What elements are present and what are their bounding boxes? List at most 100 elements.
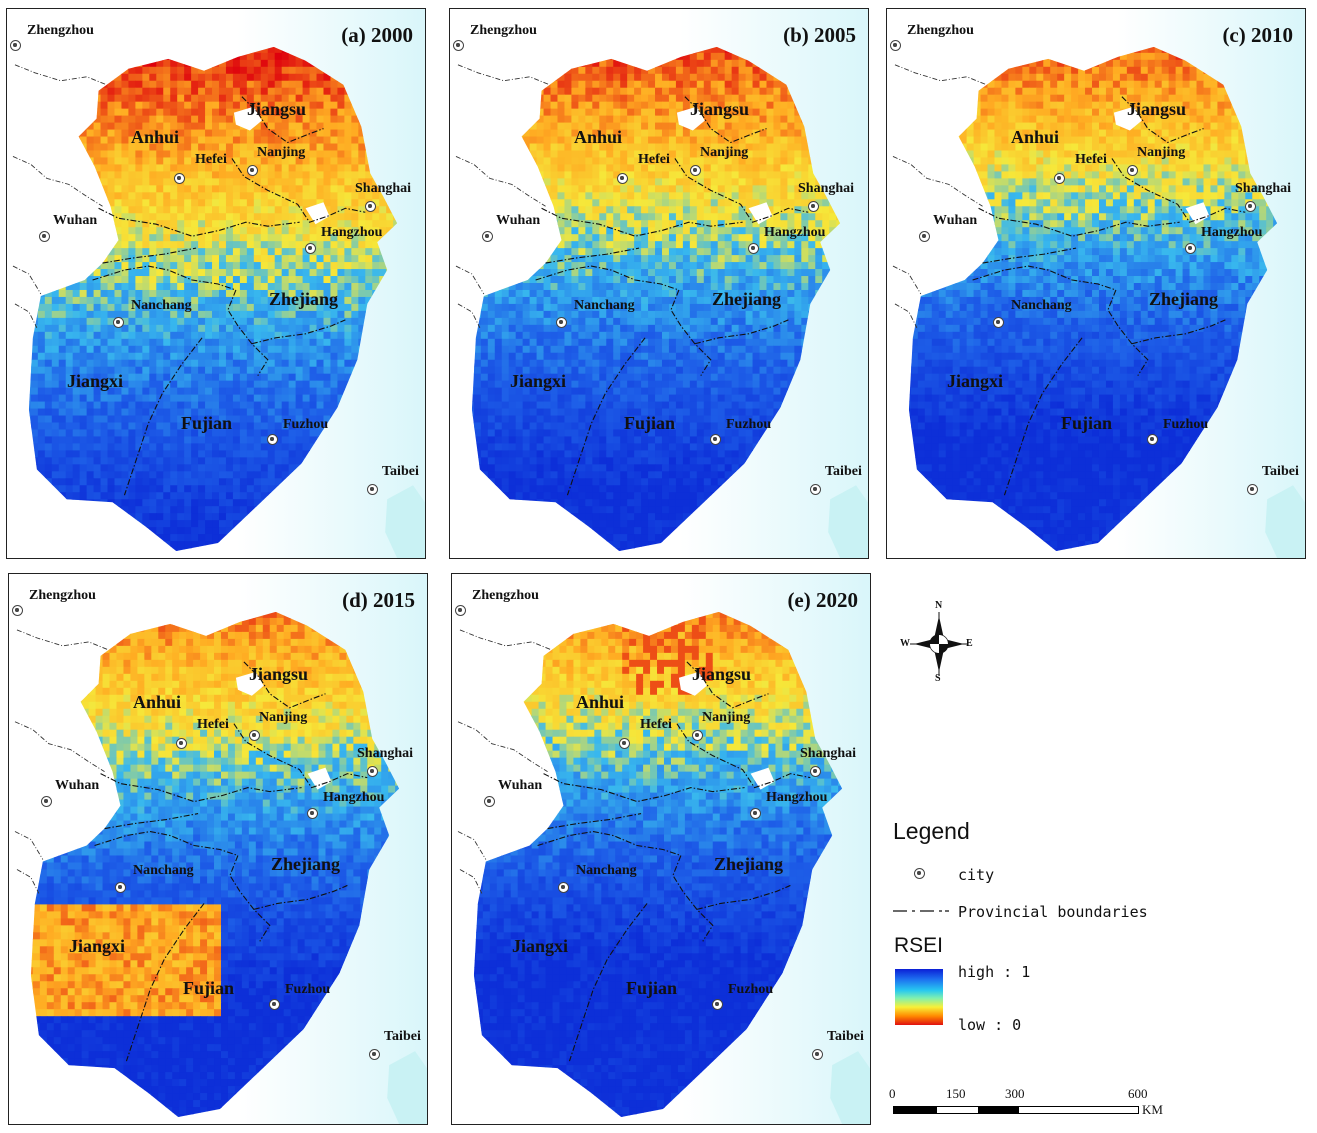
province-label-anhui: Anhui (1011, 127, 1059, 148)
city-marker-icon (267, 434, 278, 445)
scale-segment (978, 1107, 1019, 1113)
city-marker-icon (305, 243, 316, 254)
scale-bar (893, 1106, 1139, 1114)
city-label-hefei: Hefei (638, 152, 670, 168)
city-marker-icon (39, 231, 50, 242)
city-label-hefei: Hefei (640, 717, 672, 733)
rsei-map (7, 9, 425, 558)
scale-tick-150: 150 (946, 1086, 966, 1102)
province-label-fujian: Fujian (1061, 413, 1112, 434)
city-marker-icon (690, 165, 701, 176)
province-label-zhejiang: Zhejiang (271, 854, 340, 875)
city-label-shanghai: Shanghai (357, 746, 413, 762)
city-label-nanjing: Nanjing (1137, 145, 1185, 161)
city-marker-icon (307, 808, 318, 819)
city-label-shanghai: Shanghai (355, 181, 411, 197)
compass-west-label: W (900, 638, 910, 649)
city-label-wuhan: Wuhan (933, 213, 977, 229)
province-label-jiangxi: Jiangxi (69, 936, 125, 957)
scale-segment (894, 1107, 937, 1113)
city-marker-icon (249, 730, 260, 741)
city-label-hefei: Hefei (195, 152, 227, 168)
compass-north-label: N (935, 600, 942, 611)
panel-title: (c) 2010 (1222, 23, 1293, 48)
province-label-anhui: Anhui (574, 127, 622, 148)
city-label-taibei: Taibei (825, 464, 862, 480)
city-marker-icon (1245, 201, 1256, 212)
legend-title: Legend (893, 818, 970, 845)
city-marker-icon (453, 40, 464, 51)
province-label-fujian: Fujian (624, 413, 675, 434)
city-marker-icon (808, 201, 819, 212)
city-marker-icon (810, 484, 821, 495)
city-label-wuhan: Wuhan (496, 213, 540, 229)
city-label-nanjing: Nanjing (257, 145, 305, 161)
province-label-jiangxi: Jiangxi (512, 936, 568, 957)
rsei-map (9, 574, 427, 1124)
legend-boundaries-label: Provincial boundaries (958, 903, 1148, 921)
rsei-high-label: high : 1 (958, 963, 1030, 981)
city-marker-icon (1147, 434, 1158, 445)
province-label-anhui: Anhui (131, 127, 179, 148)
panel-title: (a) 2000 (341, 23, 413, 48)
city-label-hangzhou: Hangzhou (764, 225, 825, 241)
city-label-nanjing: Nanjing (700, 145, 748, 161)
city-label-nanchang: Nanchang (1011, 298, 1072, 314)
city-label-zhengzhou: Zhengzhou (472, 588, 539, 604)
map-panel: (a) 2000 Zhengzhou Wuhan Hefei Nanjing Shangh… (6, 8, 426, 559)
city-marker-icon (1247, 484, 1258, 495)
province-label-zhejiang: Zhejiang (1149, 289, 1218, 310)
province-label-fujian: Fujian (183, 978, 234, 999)
province-label-zhejiang: Zhejiang (269, 289, 338, 310)
province-label-anhui: Anhui (133, 692, 181, 713)
city-marker-icon (558, 882, 569, 893)
city-marker-icon (993, 317, 1004, 328)
province-label-jiangsu: Jiangsu (247, 99, 306, 120)
city-label-shanghai: Shanghai (798, 181, 854, 197)
city-label-nanjing: Nanjing (702, 710, 750, 726)
city-marker-icon (712, 999, 723, 1010)
legend-city-label: city (958, 866, 994, 884)
compass-rose-icon (910, 612, 968, 676)
city-label-fuzhou: Fuzhou (285, 982, 330, 998)
province-label-jiangsu: Jiangsu (1127, 99, 1186, 120)
city-label-nanchang: Nanchang (574, 298, 635, 314)
province-label-fujian: Fujian (626, 978, 677, 999)
panel-title: (b) 2005 (783, 23, 856, 48)
city-label-taibei: Taibei (384, 1029, 421, 1045)
province-label-jiangxi: Jiangxi (510, 371, 566, 392)
city-label-fuzhou: Fuzhou (728, 982, 773, 998)
rsei-title: RSEI (894, 934, 943, 958)
city-marker-icon (812, 1049, 823, 1060)
city-label-fuzhou: Fuzhou (1163, 417, 1208, 433)
province-label-jiangsu: Jiangsu (692, 664, 751, 685)
city-marker-icon (1054, 173, 1065, 184)
city-label-taibei: Taibei (1262, 464, 1299, 480)
city-label-nanjing: Nanjing (259, 710, 307, 726)
city-marker-icon (113, 317, 124, 328)
city-label-zhengzhou: Zhengzhou (27, 23, 94, 39)
rsei-map (887, 9, 1305, 558)
province-label-anhui: Anhui (576, 692, 624, 713)
city-marker-icon (484, 796, 495, 807)
province-label-zhejiang: Zhejiang (714, 854, 783, 875)
province-label-fujian: Fujian (181, 413, 232, 434)
province-label-jiangxi: Jiangxi (947, 371, 1003, 392)
city-marker-icon (369, 1049, 380, 1060)
map-panel: (d) 2015 Zhengzhou Wuhan Hefei Nanjing Shangh… (8, 573, 428, 1125)
city-marker-icon (914, 868, 925, 879)
province-label-jiangxi: Jiangxi (67, 371, 123, 392)
city-marker-icon (176, 738, 187, 749)
map-panel: (b) 2005 Zhengzhou Wuhan Hefei Nanjing Shangh… (449, 8, 869, 559)
city-label-hefei: Hefei (197, 717, 229, 733)
map-panel: (c) 2010 Zhengzhou Wuhan Hefei Nanjing Shangh… (886, 8, 1306, 559)
city-marker-icon (367, 766, 378, 777)
panel-title: (d) 2015 (342, 588, 415, 613)
city-marker-icon (556, 317, 567, 328)
scale-unit-label: KM (1142, 1102, 1163, 1118)
city-label-hangzhou: Hangzhou (321, 225, 382, 241)
city-label-hangzhou: Hangzhou (766, 790, 827, 806)
city-label-nanchang: Nanchang (133, 863, 194, 879)
scale-tick-300: 300 (1005, 1086, 1025, 1102)
map-panel: (e) 2020 Zhengzhou Wuhan Hefei Nanjing Shangh… (451, 573, 871, 1125)
